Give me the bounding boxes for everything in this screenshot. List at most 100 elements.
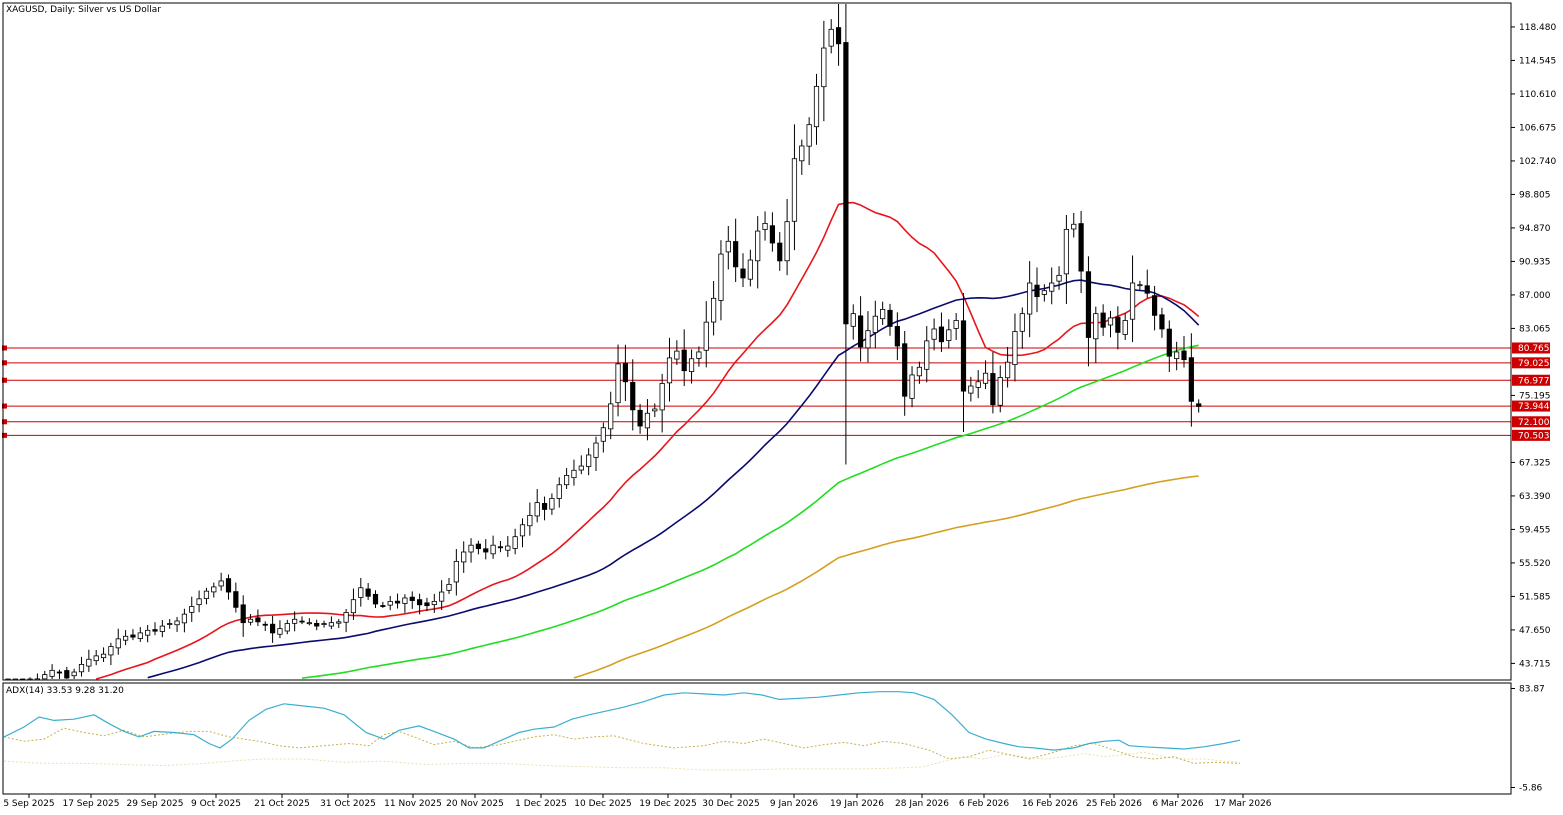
candle-body: [203, 590, 210, 599]
candle-body: [1071, 223, 1077, 230]
price-tick-label: 67.325: [1519, 458, 1551, 468]
adx-tick-label: -5.86: [1519, 784, 1543, 794]
candle-body: [240, 604, 246, 624]
candle-body: [953, 320, 959, 329]
candle-body: [336, 621, 342, 624]
candle-body: [1063, 228, 1069, 275]
candle-body: [299, 620, 305, 623]
price-tick-label: 87.000: [1519, 291, 1551, 301]
candle-body: [578, 465, 584, 471]
price-tick-label: 94.870: [1519, 224, 1551, 234]
candle-body: [894, 326, 900, 347]
level-labels: 80.765 79.025 76.977 73.944 72.100 70.503: [1512, 342, 1550, 441]
date-tick-label: 5 Sep 2025: [3, 799, 54, 809]
candle-body: [637, 409, 643, 427]
level-label-box: [1512, 416, 1550, 428]
candle-body: [505, 545, 511, 551]
date-tick-label: 19 Jan 2026: [830, 799, 884, 809]
price-tick-label: 43.715: [1519, 659, 1551, 669]
price-tick-label: 47.650: [1519, 626, 1551, 636]
candle-body: [975, 381, 981, 388]
candle-body: [350, 599, 357, 614]
date-tick-label: 17 Sep 2025: [62, 799, 119, 809]
candle-body: [269, 623, 276, 634]
horizontal-levels: [2, 345, 1511, 438]
candle-body: [968, 385, 974, 394]
candle-body: [159, 625, 165, 632]
level-marker: [2, 345, 7, 351]
candle-body: [909, 374, 915, 399]
date-tick-label: 1 Dec 2025: [515, 799, 567, 809]
candle-body: [843, 42, 849, 325]
candle-body: [615, 363, 621, 404]
candle-body: [468, 544, 474, 553]
candle-body: [784, 221, 790, 262]
candle-body: [292, 618, 298, 624]
candle-body: [600, 427, 606, 442]
candle-body: [1041, 290, 1047, 295]
candle-body: [167, 623, 173, 625]
candle-body: [497, 546, 504, 549]
date-tick-label: 19 Dec 2025: [639, 799, 697, 809]
adx-indicator-lines: [3, 691, 1241, 771]
candle-body: [1137, 284, 1143, 287]
candle-body: [1019, 313, 1025, 332]
level-label-box: [1512, 374, 1550, 386]
candle-body: [1166, 328, 1172, 357]
candle-body: [93, 655, 99, 662]
level-marker: [2, 432, 7, 438]
candle-body: [718, 253, 724, 301]
candle-body: [137, 632, 143, 639]
candle-body: [475, 543, 482, 550]
candle-body: [1093, 313, 1099, 340]
candle-body: [512, 536, 518, 549]
candle-body: [453, 560, 459, 583]
candle-body: [189, 606, 195, 613]
candle-body: [630, 381, 636, 411]
candle-body: [688, 358, 695, 372]
candle-body: [1152, 295, 1158, 316]
level-label: 70.503: [1518, 431, 1550, 441]
date-tick-label: 6 Mar 2026: [1152, 799, 1204, 809]
date-tick-label: 30 Dec 2025: [702, 799, 760, 809]
candle-body: [1122, 320, 1128, 335]
price-panel-frame: [2, 2, 1512, 681]
candle-body: [1005, 361, 1011, 379]
candle-body: [365, 588, 371, 597]
level-label: 72.100: [1518, 418, 1550, 428]
price-tick-label: 102.740: [1519, 157, 1556, 167]
date-tick-label: 9 Jan 2026: [770, 799, 818, 809]
candle-body: [483, 548, 489, 553]
candlesticks: [5, 4, 1202, 681]
candle-body: [733, 241, 739, 268]
candle-body: [571, 469, 577, 479]
candle-body: [1012, 331, 1018, 365]
candle-body: [174, 620, 180, 626]
chart-title: XAGUSD, Daily: Silver vs US Dollar: [6, 5, 161, 15]
candle-body: [828, 28, 834, 47]
price-tick-label: 98.805: [1519, 190, 1551, 200]
candle-body: [946, 329, 952, 341]
candle-body: [284, 623, 290, 632]
candle-body: [1107, 317, 1114, 326]
candle-body: [990, 373, 996, 406]
candle-body: [108, 646, 114, 656]
candle-body: [225, 578, 232, 593]
candle-body: [255, 617, 261, 623]
price-axis: 122.415118.480114.545110.610106.675102.7…: [1511, 23, 1556, 669]
level-marker: [2, 419, 7, 425]
candle-body: [960, 320, 967, 392]
level-label-box: [1512, 342, 1550, 354]
date-tick-label: 11 Nov 2025: [384, 799, 442, 809]
candle-body: [666, 357, 673, 384]
candle-body: [1181, 350, 1187, 361]
candle-body: [100, 653, 107, 659]
candle-body: [674, 350, 680, 360]
candle-body: [380, 605, 386, 607]
price-tick-label: 106.675: [1519, 123, 1556, 133]
level-label: 76.977: [1518, 376, 1550, 386]
candle-body: [262, 623, 268, 626]
candle-body: [328, 622, 335, 627]
candle-body: [813, 85, 820, 128]
